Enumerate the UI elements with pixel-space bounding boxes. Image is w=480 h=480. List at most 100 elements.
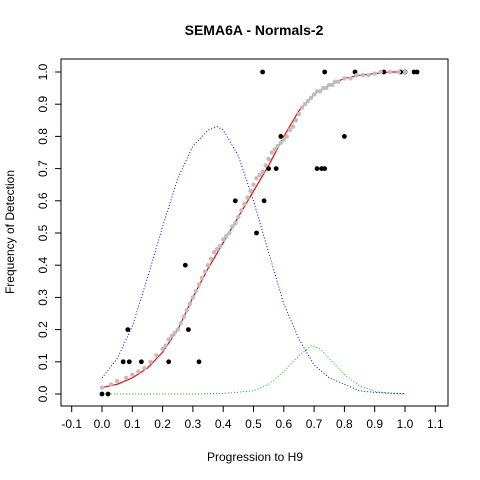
x-tick-label: 0.3 bbox=[185, 417, 202, 431]
fitted-point-31 bbox=[227, 230, 232, 236]
fitted-point-63 bbox=[324, 85, 329, 91]
observed-point-11 bbox=[254, 230, 259, 236]
observed-point-21 bbox=[342, 134, 347, 139]
y-tick-label: 0.2 bbox=[36, 321, 50, 338]
fitted-point-20 bbox=[193, 288, 199, 294]
fitted-point-30 bbox=[224, 234, 229, 239]
fitted-point-15 bbox=[178, 321, 183, 326]
y-tick-label: 0.1 bbox=[36, 353, 50, 370]
observed-point-15 bbox=[273, 166, 279, 172]
points-layer bbox=[99, 69, 420, 397]
fitted-point-9 bbox=[160, 346, 165, 352]
fitted-point-42 bbox=[260, 169, 265, 174]
observed-point-27 bbox=[414, 69, 420, 75]
fitted-point-56 bbox=[302, 102, 308, 107]
fitted-point-77 bbox=[402, 69, 408, 75]
observed-point-17 bbox=[314, 166, 320, 172]
fitted-point-13 bbox=[172, 330, 177, 335]
fitted-point-6 bbox=[142, 366, 147, 371]
curves-layer bbox=[101, 71, 406, 395]
fitted-point-26 bbox=[211, 250, 217, 255]
y-axis-label: Frequency of Detection bbox=[3, 170, 17, 294]
fitted-point-10 bbox=[163, 343, 168, 348]
fitted-point-1 bbox=[108, 382, 114, 387]
observed-point-4 bbox=[125, 327, 131, 332]
observed-point-2 bbox=[120, 359, 126, 365]
fitted-point-45 bbox=[269, 150, 274, 155]
fitted-point-27 bbox=[214, 246, 220, 252]
fitted-point-7 bbox=[148, 359, 153, 364]
fitted-point-52 bbox=[290, 124, 296, 129]
curve-density-1 bbox=[101, 126, 406, 395]
fitted-point-17 bbox=[184, 308, 189, 313]
fitted-point-34 bbox=[236, 214, 241, 220]
fitted-point-61 bbox=[318, 89, 323, 94]
fitted-point-47 bbox=[275, 143, 280, 149]
x-tick-label: 0.2 bbox=[154, 417, 171, 431]
fitted-point-73 bbox=[372, 71, 377, 76]
x-axis-label: Progression to H9 bbox=[207, 450, 303, 464]
observed-point-3 bbox=[126, 359, 132, 365]
observed-point-20 bbox=[322, 69, 328, 75]
fitted-point-51 bbox=[287, 127, 293, 133]
fitted-point-44 bbox=[266, 156, 271, 162]
fitted-point-60 bbox=[314, 89, 320, 94]
fitted-point-75 bbox=[387, 69, 392, 75]
fitted-point-50 bbox=[284, 134, 289, 139]
y-tick-label: 0.6 bbox=[36, 192, 50, 209]
fitted-point-8 bbox=[154, 353, 159, 358]
fitted-point-58 bbox=[308, 95, 314, 101]
fitted-point-2 bbox=[115, 378, 120, 384]
curve-fit-0 bbox=[101, 71, 405, 389]
x-tick-label: 0.9 bbox=[366, 417, 383, 431]
fitted-point-70 bbox=[354, 73, 359, 78]
observed-point-9 bbox=[196, 359, 202, 365]
observed-point-1 bbox=[105, 391, 111, 397]
fitted-point-16 bbox=[181, 314, 186, 319]
fitted-point-71 bbox=[360, 73, 365, 78]
fitted-point-23 bbox=[202, 269, 208, 274]
axes-layer: -0.1 0.0 0.1 0.2 0.3 0.4 0.5 0.6 0.7 0.8 0.9 1.0 1.1… bbox=[36, 63, 444, 431]
x-tick-label: -0.1 bbox=[61, 417, 82, 431]
fitted-point-33 bbox=[233, 221, 238, 226]
fitted-point-38 bbox=[248, 188, 253, 194]
fitted-point-3 bbox=[124, 375, 129, 381]
observed-point-8 bbox=[186, 327, 191, 332]
fitted-point-0 bbox=[99, 385, 105, 390]
observed-point-12 bbox=[260, 69, 265, 75]
fitted-point-12 bbox=[169, 333, 174, 339]
fitted-point-76 bbox=[396, 69, 402, 75]
observed-point-6 bbox=[166, 359, 172, 365]
fitted-point-14 bbox=[175, 327, 180, 332]
fitted-point-25 bbox=[208, 256, 214, 261]
y-tick-label: 0.8 bbox=[36, 128, 50, 145]
fitted-point-55 bbox=[299, 105, 305, 110]
fitted-point-57 bbox=[305, 98, 311, 104]
x-tick-label: 0.4 bbox=[215, 417, 232, 431]
fitted-point-39 bbox=[251, 182, 256, 187]
fitted-point-32 bbox=[230, 224, 235, 229]
x-tick-label: 0.6 bbox=[275, 417, 292, 431]
y-tick-label: 1.0 bbox=[36, 63, 50, 80]
fitted-point-28 bbox=[218, 243, 223, 249]
y-tick-label: 0.9 bbox=[36, 96, 50, 113]
x-tick-label: 0.7 bbox=[306, 417, 323, 431]
fitted-point-37 bbox=[245, 195, 250, 200]
observed-point-16 bbox=[278, 134, 284, 139]
fitted-point-74 bbox=[378, 69, 383, 75]
x-tick-label: 0.0 bbox=[94, 417, 111, 431]
fitted-point-69 bbox=[348, 76, 353, 81]
fitted-point-29 bbox=[221, 237, 226, 242]
x-tick-label: 0.1 bbox=[124, 417, 141, 431]
fitted-point-35 bbox=[239, 208, 244, 213]
observed-point-19 bbox=[322, 166, 328, 172]
x-tick-label: 0.5 bbox=[245, 417, 262, 431]
fitted-point-41 bbox=[257, 172, 262, 178]
plot-frame bbox=[60, 58, 449, 407]
fitted-point-59 bbox=[311, 92, 317, 97]
y-tick-label: 0.5 bbox=[36, 224, 50, 241]
fitted-point-72 bbox=[366, 73, 371, 78]
fitted-point-46 bbox=[272, 147, 277, 152]
y-tick-label: 0.4 bbox=[36, 257, 50, 274]
